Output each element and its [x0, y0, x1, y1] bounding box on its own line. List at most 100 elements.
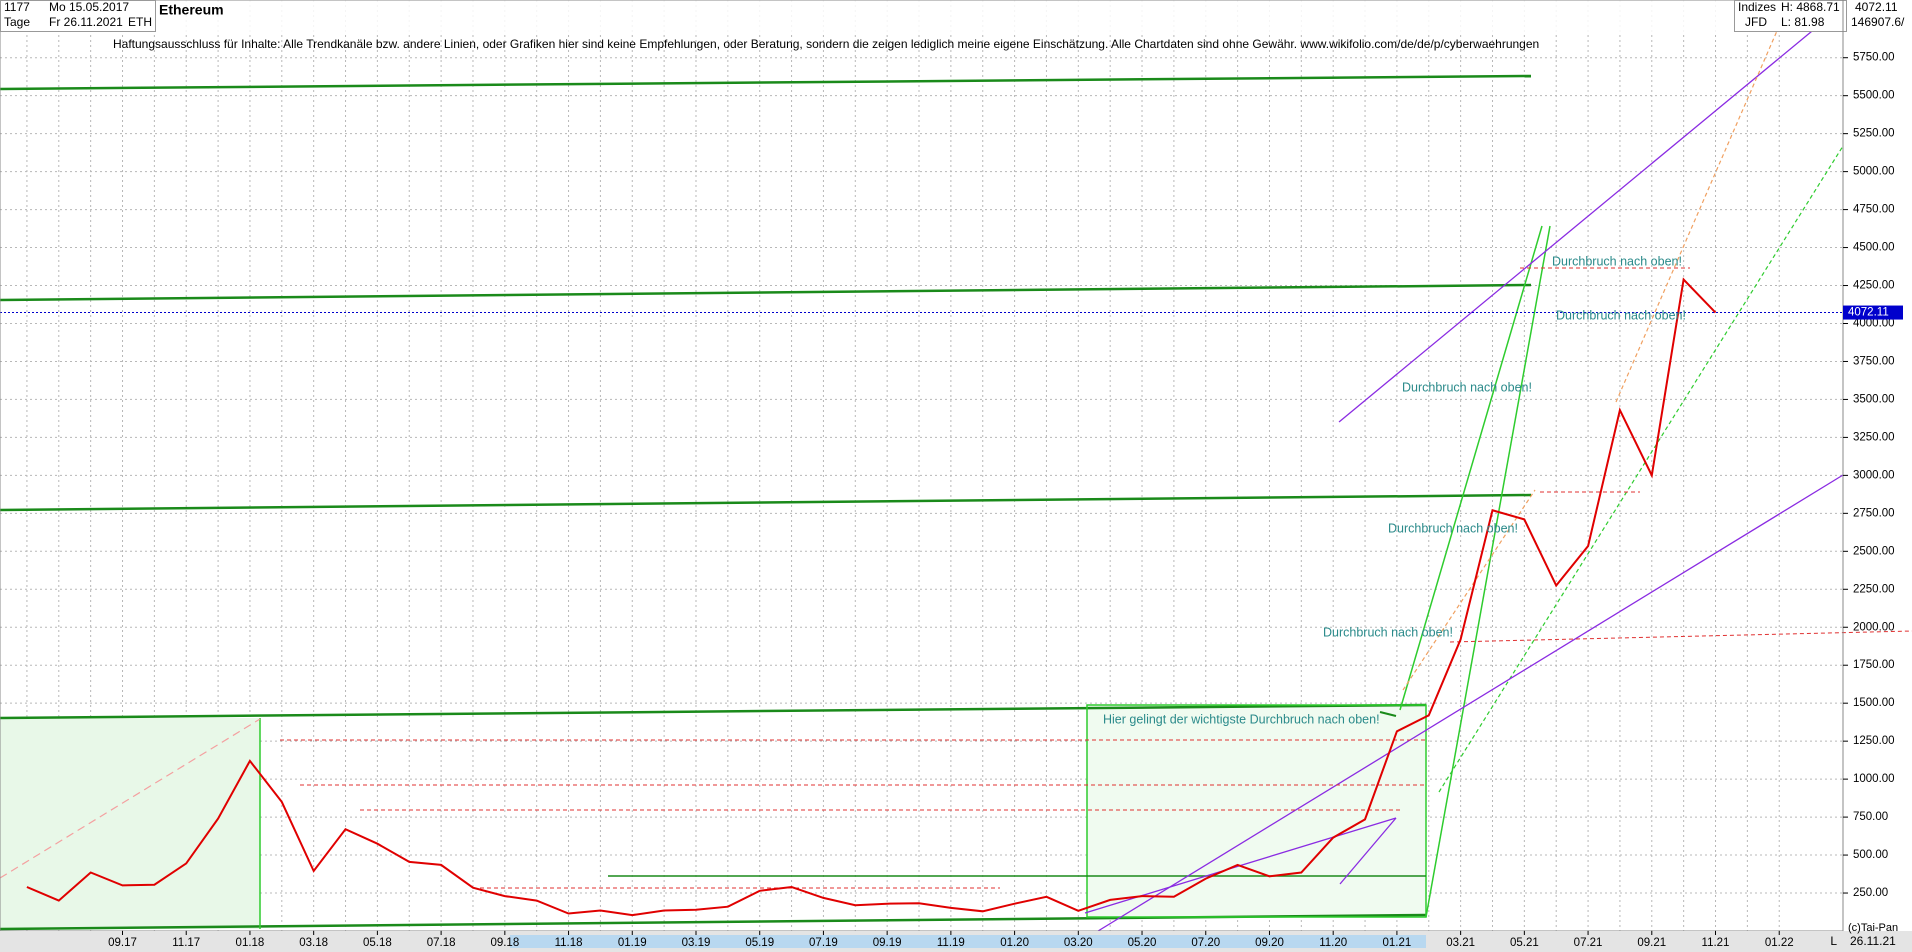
y-tick-label: 5250.00	[1853, 128, 1895, 140]
high: H: 4868.71	[1781, 0, 1840, 14]
y-tick-label: 2750.00	[1853, 507, 1895, 519]
trend-line	[0, 74, 1532, 91]
annotation: Hier gelingt der wichtigste Durchbruch n…	[1103, 712, 1380, 726]
x-tick-label: 07.20	[1191, 937, 1220, 949]
x-tick-label: 05.18	[363, 937, 392, 949]
corner	[1843, 931, 1912, 952]
y-tick-label: 250.00	[1853, 887, 1888, 899]
trend-line	[0, 703, 1427, 720]
trend-line	[1615, 23, 1781, 403]
y-tick-label: 4750.00	[1853, 204, 1895, 216]
volume: 146907.6/	[1851, 15, 1905, 29]
low: L: 81.98	[1781, 15, 1825, 29]
x-tick-label: 03.21	[1446, 937, 1475, 949]
annotation: Durchbruch nach oben!	[1323, 625, 1453, 639]
x-tick-label: 01.18	[236, 937, 265, 949]
x-tick-label: 05.19	[745, 937, 774, 949]
trend-line	[0, 493, 1532, 512]
box	[1086, 704, 1427, 918]
symbol: ETH	[128, 15, 152, 29]
y-tick-label: 2500.00	[1853, 545, 1895, 557]
broker: JFD	[1745, 15, 1767, 29]
annotation: Durchbruch nach oben!	[1388, 521, 1518, 535]
annotation: Durchbruch nach oben!	[1402, 380, 1532, 394]
y-tick-label: 2000.00	[1853, 621, 1895, 633]
x-tick-label: 11.18	[555, 937, 583, 949]
y-tick-label: 750.00	[1853, 811, 1888, 823]
series	[0, 277, 1843, 917]
y-tick-label: 1250.00	[1853, 735, 1895, 747]
group: Indizes	[1738, 0, 1776, 14]
shaded-area	[0, 718, 260, 929]
plot-frame	[0, 0, 1844, 932]
x-tick-label: 03.19	[682, 937, 711, 949]
y-tick-label: 1000.00	[1853, 773, 1895, 785]
header-bg	[0, 0, 1912, 32]
y-tick-label: 3000.00	[1853, 469, 1895, 481]
x-tick-label: 11.17	[172, 937, 200, 949]
annotation: Durchbruch nach oben!	[1552, 254, 1682, 268]
price-line	[26, 277, 1717, 917]
y-tick-label: 3250.00	[1853, 431, 1895, 443]
annotation: Durchbruch nach oben!	[1556, 308, 1686, 322]
subtitle: Haftungsausschluss für Inhalte: Alle Tre…	[113, 37, 1539, 51]
x-tick-label: 07.18	[427, 937, 456, 949]
info-box	[1734, 0, 1847, 32]
x-tick-label: 03.18	[299, 937, 328, 949]
x-tick-label: 11.21	[1702, 937, 1730, 949]
count: 1177	[4, 0, 30, 14]
x-tick-label: 09.19	[873, 937, 902, 949]
y-tick-label: 1500.00	[1853, 697, 1895, 709]
range-highlight	[510, 935, 1426, 948]
y-tick-label: 5000.00	[1853, 166, 1895, 178]
trend-lines	[0, 21, 1912, 940]
x-tick-label: 11.19	[937, 937, 965, 949]
y-tick-label: 2250.00	[1853, 583, 1895, 595]
channel-line	[1339, 817, 1397, 885]
copyright: (c)Tai-Pan	[1848, 922, 1898, 934]
y-tick-label: 4000.00	[1853, 318, 1895, 330]
x-tick-label: 01.20	[1000, 937, 1029, 949]
current-label: 4072.11	[1848, 307, 1889, 319]
y-tick-label: 500.00	[1853, 849, 1888, 861]
trend-line	[1402, 489, 1536, 691]
period: Tage	[4, 15, 30, 29]
start-date: Mo 15.05.2017	[49, 0, 129, 14]
y-tick-label: 4250.00	[1853, 280, 1895, 292]
end-date: Fr 26.11.2021	[49, 15, 123, 29]
current-box	[1843, 305, 1903, 320]
trend-line	[1425, 225, 1551, 918]
y-tick-label: 3500.00	[1853, 393, 1895, 405]
x-tick-label: 09.18	[490, 937, 519, 949]
chart-title: Ethereum	[159, 2, 224, 18]
y-tick-label: 1750.00	[1853, 659, 1895, 671]
arrow	[1379, 711, 1397, 717]
y-tick-label: 3750.00	[1853, 355, 1895, 367]
last: 4072.11	[1855, 0, 1898, 14]
trend-line	[0, 283, 1532, 302]
y-tick-label: 5500.00	[1853, 90, 1895, 102]
y-tick-label: 4500.00	[1853, 242, 1895, 254]
scale-mode: L	[1830, 934, 1837, 948]
x-tick-label: 01.19	[618, 937, 647, 949]
last-date: 26.11.21	[1850, 934, 1896, 948]
level-line	[1449, 630, 1912, 643]
header: 1177 Mo 15.05.2017 Tage Fr 26.11.2021 ET…	[0, 0, 1905, 51]
trend-line	[1399, 225, 1543, 711]
x-tick-label: 03.20	[1064, 937, 1093, 949]
x-tick-label: 05.21	[1510, 937, 1539, 949]
x-tick-label: 05.20	[1128, 937, 1157, 949]
x-tick-label: 09.17	[108, 937, 137, 949]
x-tick-label: 07.19	[809, 937, 838, 949]
trend-line	[1438, 145, 1844, 793]
x-tick-label: 11.20	[1319, 937, 1347, 949]
channel-line	[1084, 474, 1844, 940]
x-tick-label: 07.21	[1574, 937, 1603, 949]
x-tick-label: 09.21	[1637, 937, 1666, 949]
y-tick-label: 5750.00	[1853, 52, 1895, 64]
info-box	[0, 0, 156, 32]
x-tick-label: 01.21	[1383, 937, 1412, 949]
x-tick-label: 09.20	[1255, 937, 1284, 949]
channel-line	[1338, 21, 1824, 423]
